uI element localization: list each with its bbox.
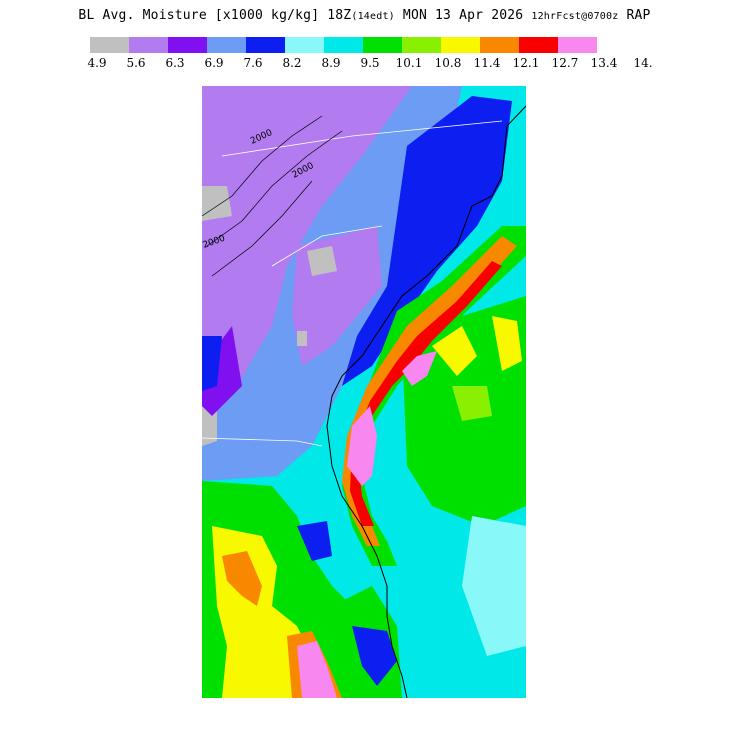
legend-tick-label: 13.4 [590, 56, 618, 70]
legend-swatch [285, 37, 324, 53]
legend-swatch [168, 37, 207, 53]
legend-swatch [129, 37, 168, 53]
region-blue-south [352, 626, 397, 686]
state-border-nc-sc [271, 225, 383, 267]
legend-swatch [207, 37, 246, 53]
chart-title: BL Avg. Moisture [x1000 kg/kg] 18Z(14edt… [0, 8, 729, 23]
legend-tick-label: 5.6 [126, 56, 146, 70]
legend-tick-label: 10.1 [395, 56, 423, 70]
region-atlantic-cyan-light [462, 516, 526, 656]
legend-tick-label: 6.9 [204, 56, 224, 70]
region-violet-band [202, 326, 242, 416]
color-legend [90, 37, 597, 53]
contour-line-2 [206, 130, 343, 247]
legend-tick-label: 6.3 [165, 56, 185, 70]
legend-swatch [558, 37, 597, 53]
legend-tick-label: 8.2 [282, 56, 302, 70]
region-gray-3 [297, 331, 307, 346]
legend-tick-label: 10.8 [434, 56, 462, 70]
region-atlantic-yellow-1 [432, 326, 477, 376]
legend-tick-label: 7.6 [243, 56, 263, 70]
legend-tick-label: 8.9 [321, 56, 341, 70]
state-border-va-nc [221, 120, 503, 157]
contour-line-3 [211, 180, 313, 277]
plume-red [350, 261, 502, 526]
legend-tick-label: 11.4 [473, 56, 501, 70]
title-model: RAP [626, 8, 651, 23]
legend-swatch [480, 37, 519, 53]
legend-tick-label: 12.7 [551, 56, 579, 70]
region-atlantic-lime [452, 386, 492, 421]
region-gray-4 [202, 186, 232, 221]
legend-swatch [402, 37, 441, 53]
legend-tick-label: 9.5 [360, 56, 380, 70]
legend-swatch [441, 37, 480, 53]
region-orange-west [222, 551, 262, 606]
legend-swatch [246, 37, 285, 53]
title-local-time: (14edt) [351, 11, 395, 22]
region-atlantic-yellow-2 [492, 316, 522, 371]
moisture-map: 2000 2000 2000 [202, 86, 526, 698]
region-dark-blue-west [202, 336, 222, 391]
legend-swatch [90, 37, 129, 53]
title-forecast: 12hrFcst@0700z [531, 11, 619, 22]
region-blue-central-fl [297, 521, 332, 561]
title-main: BL Avg. Moisture [x1000 kg/kg] 18Z [78, 8, 352, 23]
region-gray-2 [202, 406, 217, 446]
region-gray-1 [307, 246, 337, 276]
legend-tick-label: 12.1 [512, 56, 540, 70]
region-light-purple [202, 86, 412, 406]
plume-pink [347, 351, 437, 486]
legend-tick-labels: 4.9 5.6 6.3 6.9 7.6 8.2 8.9 9.5 10.1 10.8 11.4 12.1… [0, 56, 729, 72]
legend-tick-label: 4.9 [87, 56, 107, 70]
state-border-ga-fl [202, 437, 323, 447]
contour-line-1 [202, 115, 323, 217]
legend-tick-label: 14. [633, 56, 653, 70]
region-pink-south [297, 641, 337, 698]
legend-swatch [324, 37, 363, 53]
legend-swatch [363, 37, 402, 53]
legend-swatch [519, 37, 558, 53]
region-dark-blue-coast [342, 96, 512, 386]
coastline [326, 105, 526, 698]
title-date: MON 13 Apr 2026 [402, 8, 524, 23]
